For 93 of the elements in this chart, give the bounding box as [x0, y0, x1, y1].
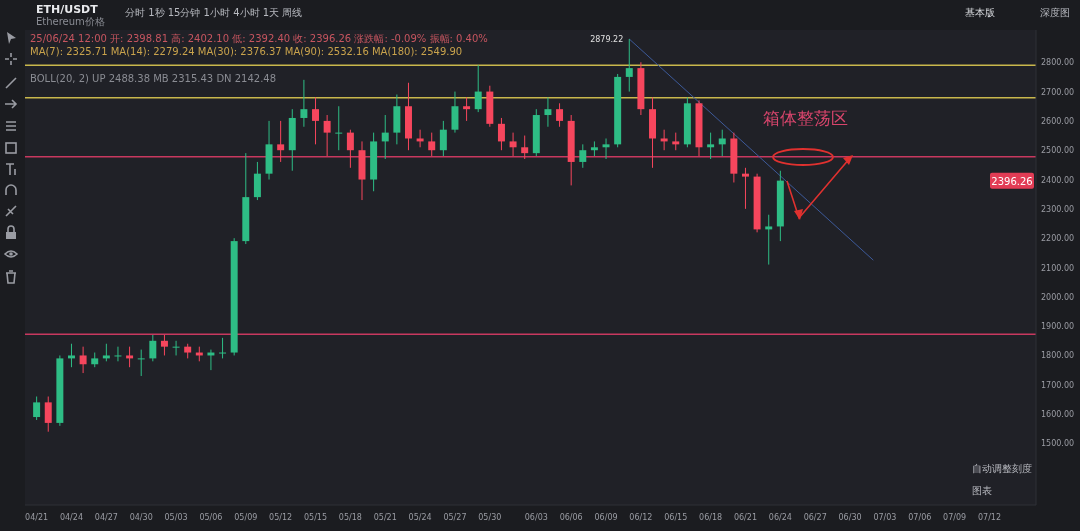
candlestick — [44, 396, 52, 433]
candlestick — [497, 117, 505, 151]
text: 分时 1秒 15分钟 1小时 4小时 1天 周线 — [125, 7, 303, 18]
chart-title: ETH/USDT — [36, 3, 99, 16]
annotation: 自动调整刻度 — [972, 463, 1032, 474]
candlestick — [439, 120, 447, 157]
candlestick — [277, 120, 285, 163]
x-tick-label: 06/09 — [594, 513, 618, 522]
annotation: 2396.26 — [991, 175, 1033, 187]
x-tick-label: 06/12 — [629, 513, 653, 522]
x-tick-label: 06/21 — [733, 513, 758, 522]
x-tick-label: 06/30 — [838, 513, 862, 522]
candlestick — [33, 396, 41, 421]
candlestick — [556, 102, 564, 128]
text: 基本版 — [965, 7, 995, 18]
x-tick-label: 06/06 — [559, 513, 583, 522]
candlestick — [68, 343, 75, 368]
candlestick — [765, 214, 773, 266]
x-tick-label: 06/24 — [768, 513, 792, 522]
y-tick-label: 2200.00 — [1041, 234, 1075, 244]
x-tick-label: 04/27 — [94, 513, 118, 522]
y-tick-label: 2100.00 — [1041, 263, 1075, 273]
y-tick-label: 2000.00 — [1041, 292, 1075, 302]
x-tick-label: 04/24 — [59, 513, 84, 522]
x-tick-label: 07/03 — [873, 513, 897, 522]
candlestick — [137, 349, 145, 377]
candlestick — [253, 161, 261, 201]
y-tick-label: 2400.00 — [1041, 175, 1075, 185]
candlestick — [544, 96, 552, 128]
candlestick — [149, 334, 157, 362]
x-tick-label: 05/18 — [338, 513, 362, 522]
x-tick-label: 05/03 — [164, 513, 188, 522]
candlestick — [416, 129, 424, 148]
candlestick — [114, 346, 122, 362]
candlestick — [219, 337, 227, 359]
x-tick-label: 06/27 — [803, 513, 827, 522]
x-tick-label: 06/18 — [699, 513, 723, 522]
candlestick — [742, 167, 749, 210]
y-tick-label: 1600.00 — [1041, 410, 1075, 420]
annotation: MA(7): 2325.71 MA(14): 2279.24 MA(30): 2376.37 MA(90): 2532.16 MA(180): 2549.90 — [30, 46, 463, 57]
y-tick-label: 1900.00 — [1041, 322, 1075, 332]
annotation: 箱体整荡区 — [762, 108, 848, 128]
y-tick-label: 2600.00 — [1041, 116, 1075, 126]
candlestick — [312, 96, 319, 145]
candlestick — [579, 143, 587, 169]
y-tick-label: 2800.00 — [1041, 58, 1075, 68]
x-tick-label: 05/09 — [234, 513, 258, 522]
candlestick — [346, 129, 354, 169]
x-tick-label: 05/30 — [478, 513, 502, 522]
x-tick-label: 05/21 — [373, 513, 397, 522]
y-tick-label: 2300.00 — [1041, 204, 1075, 214]
candlestick — [602, 137, 610, 160]
candlestick — [323, 114, 331, 157]
y-tick-label: 1700.00 — [1041, 380, 1075, 390]
x-tick-label: 05/24 — [408, 513, 432, 522]
candlestick — [79, 346, 87, 374]
x-tick-label: 04/30 — [129, 513, 153, 522]
candlestick — [625, 38, 633, 93]
x-tick-label: 06/15 — [664, 513, 688, 522]
candlestick — [126, 346, 134, 368]
x-tick-label: 05/15 — [303, 513, 328, 522]
text: Ethereum价格 — [36, 16, 105, 27]
candlestick — [474, 64, 482, 113]
candlestick — [463, 96, 471, 122]
candlestick — [335, 105, 343, 151]
x-tick-label: 06/03 — [524, 513, 548, 522]
x-tick-label: 05/12 — [269, 513, 293, 522]
candlestick — [451, 91, 459, 134]
annotation: 图表 — [972, 485, 992, 496]
x-tick-label: 07/12 — [977, 513, 1002, 522]
candlestick — [521, 135, 529, 160]
candlestick — [660, 129, 668, 151]
candlestick — [172, 340, 180, 356]
chart-subtitle: 25/06/24 12:00 开: 2398.81 高: 2402.10 低: 2392.40 收: 2396.26 涨跌幅: -0.09% 振幅: 0.40% — [30, 33, 488, 44]
y-tick-label: 2500.00 — [1041, 146, 1075, 156]
candlestick — [300, 79, 308, 128]
y-tick-label: 1500.00 — [1041, 439, 1075, 449]
candlestick — [707, 132, 715, 160]
candlestick — [381, 114, 389, 160]
text: 深度图 — [1040, 7, 1070, 18]
y-tick-label: 1800.00 — [1041, 351, 1075, 361]
candlestick — [160, 334, 168, 356]
x-tick-label: 07/09 — [943, 513, 967, 522]
x-tick-label: 07/06 — [908, 513, 932, 522]
annotation: 2879.22 — [590, 35, 624, 45]
candlestick — [428, 132, 436, 157]
annotation: BOLL(20, 2) UP 2488.38 MB 2315.43 DN 2142.48 — [30, 73, 277, 84]
candlestick — [718, 129, 726, 157]
x-tick-label: 05/06 — [199, 513, 223, 522]
candlestick — [509, 132, 517, 157]
y-tick-label: 2700.00 — [1041, 87, 1075, 97]
x-tick-label: 05/27 — [443, 513, 467, 522]
x-tick-label: 04/21 — [25, 513, 49, 522]
